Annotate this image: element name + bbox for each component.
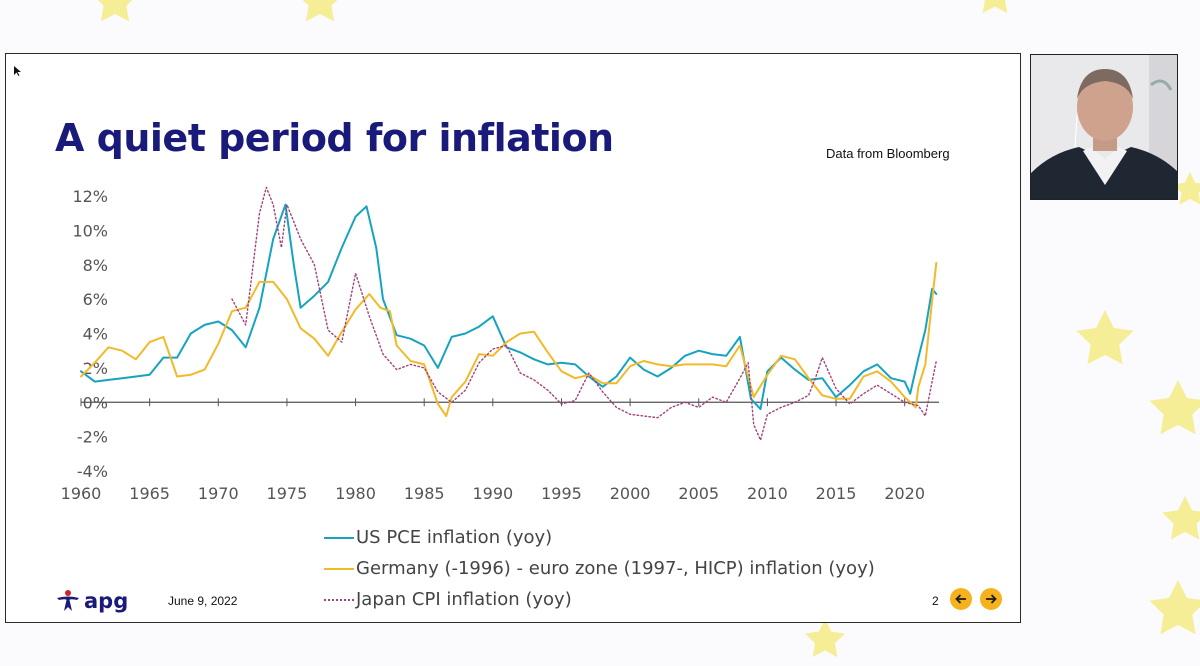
- x-tick-label: 1960: [61, 484, 102, 503]
- star-shape-icon: [1149, 380, 1200, 435]
- y-tick-label: 10%: [72, 221, 108, 240]
- series-line-japan-cpi: [231, 186, 937, 441]
- previous-slide-button[interactable]: [950, 588, 972, 610]
- y-tick-label: 12%: [72, 187, 108, 206]
- star-shape-icon: [1162, 496, 1200, 540]
- legend-swatch-germany: [324, 567, 354, 570]
- x-tick-label: 2000: [610, 484, 651, 503]
- x-tick-label: 2020: [884, 484, 925, 503]
- x-tick-label: 2015: [816, 484, 857, 503]
- star-shape-icon: [297, 0, 343, 22]
- star-shape-icon: [975, 0, 1015, 14]
- legend-item-us: US PCE inflation (yoy): [324, 522, 875, 553]
- legend-swatch-us: [324, 536, 354, 539]
- apg-logo-icon: [57, 590, 79, 611]
- legend-label-germany: Germany (-1996) - euro zone (1997-, HICP…: [356, 558, 875, 579]
- webcam-video-feed: [1030, 54, 1178, 200]
- logo-text: apg: [84, 589, 129, 613]
- star-shape-icon: [92, 0, 138, 22]
- star-shape-icon: [805, 619, 845, 658]
- presenter-video-image: [1031, 55, 1177, 199]
- slide-date: June 9, 2022: [168, 594, 238, 608]
- x-tick-label: 2005: [678, 484, 719, 503]
- legend-item-germany: Germany (-1996) - euro zone (1997-, HICP…: [324, 553, 875, 584]
- y-tick-label: 2%: [83, 359, 108, 378]
- inflation-line-chart: 12%10%8%6%4%2%0%-2%-4%1960 1965 1970 1975 19…: [61, 186, 939, 503]
- star-shape-icon: [1149, 580, 1200, 635]
- x-tick-label: 1965: [129, 484, 170, 503]
- x-tick-label: 1970: [198, 484, 239, 503]
- x-tick-label: 1990: [472, 484, 513, 503]
- y-tick-label: 8%: [83, 256, 108, 275]
- legend-label-us: US PCE inflation (yoy): [356, 527, 553, 548]
- x-tick-label: 1980: [335, 484, 376, 503]
- source-note: Data from Bloomberg: [826, 146, 950, 161]
- chart-legend: US PCE inflation (yoy) Germany (-1996) -…: [324, 522, 875, 615]
- mouse-cursor-icon: [14, 66, 21, 76]
- series-line-us-pce: [80, 203, 938, 411]
- x-tick-label: 1975: [267, 484, 308, 503]
- legend-label-japan: Japan CPI inflation (yoy): [356, 589, 572, 610]
- star-shape-icon: [1076, 310, 1134, 365]
- series-line-germany-eurozone: [80, 262, 938, 417]
- next-slide-button[interactable]: [980, 588, 1002, 610]
- y-tick-label: 4%: [83, 325, 108, 344]
- apg-logo: apg: [56, 589, 128, 613]
- y-tick-label: 6%: [83, 290, 108, 309]
- y-tick-label: -2%: [77, 428, 108, 447]
- arrow-left-icon: [955, 594, 966, 604]
- page-number: 2: [932, 594, 939, 608]
- x-tick-label: 1995: [541, 484, 582, 503]
- legend-item-japan: Japan CPI inflation (yoy): [324, 584, 875, 615]
- legend-swatch-japan: [324, 598, 354, 601]
- presentation-slide: A quiet period for inflation Data from B…: [5, 53, 1021, 623]
- x-tick-label: 2010: [747, 484, 788, 503]
- y-tick-label: -4%: [77, 462, 108, 481]
- arrow-right-icon: [986, 594, 997, 604]
- x-tick-label: 1985: [404, 484, 445, 503]
- slide-title: A quiet period for inflation: [55, 116, 614, 160]
